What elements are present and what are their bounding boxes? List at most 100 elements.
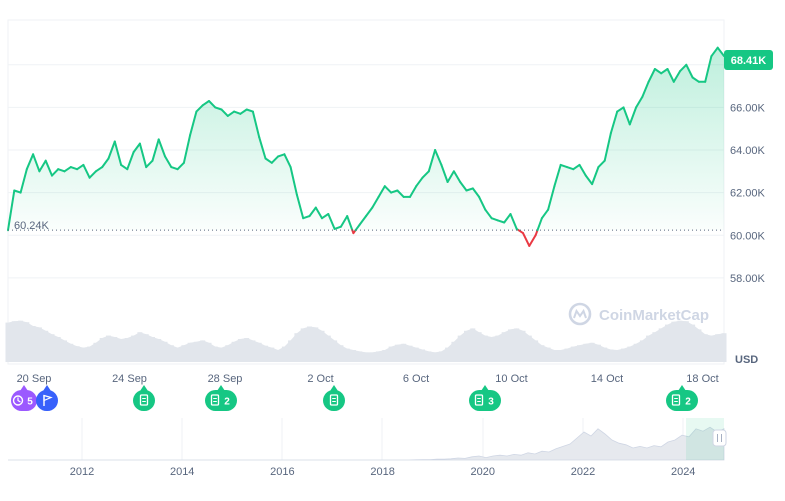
price-line-segment — [522, 232, 531, 247]
flag-icon — [43, 394, 53, 406]
volume-bar — [420, 349, 425, 362]
event-pill[interactable] — [133, 390, 155, 411]
price-line-segment — [572, 163, 581, 171]
volume-bar — [24, 322, 30, 362]
volume-bar — [319, 330, 325, 362]
price-line-segment — [13, 189, 22, 194]
price-line-segment — [666, 68, 675, 83]
event-pill[interactable] — [36, 390, 58, 411]
event-marker-blue[interactable] — [36, 385, 58, 411]
price-line-segment — [679, 63, 688, 73]
volume-bar — [570, 346, 576, 362]
event-marker-green[interactable]: 2 — [205, 385, 237, 411]
volume-bar — [112, 337, 118, 362]
coinmarketcap-logo-icon — [568, 302, 592, 326]
volume-bar — [237, 339, 243, 362]
x-axis: 20 Sep 24 Sep 28 Sep 2 Oct 6 Oct 10 Oct 14 Oct… — [17, 373, 719, 385]
price-line-segment — [283, 153, 292, 169]
price-line-segment — [465, 187, 474, 192]
navigator-year-labels: 2012 2014 2016 2018 2020 2022 2024 — [70, 466, 696, 478]
price-line-segment — [145, 159, 154, 169]
price-line-segment — [264, 157, 273, 164]
price-line-segment — [195, 104, 204, 113]
event-pill[interactable] — [323, 390, 345, 411]
navigator-handle-box[interactable] — [712, 429, 727, 447]
volume-bar — [564, 348, 570, 362]
volume-area — [8, 320, 724, 362]
price-line-segment — [88, 170, 97, 179]
price-line-segment — [509, 213, 518, 230]
event-marker-purple[interactable]: 5 — [11, 385, 37, 411]
volume-bar — [457, 335, 463, 362]
price-line-segment — [289, 166, 298, 196]
event-pill[interactable] — [11, 390, 37, 411]
volume-bar — [118, 339, 124, 362]
price-line-segment — [295, 193, 305, 220]
price-line-segment — [277, 153, 286, 158]
price-line-segment — [302, 215, 311, 220]
document-icon — [139, 394, 149, 406]
price-line-segment — [270, 155, 280, 164]
volume-bar — [577, 345, 582, 362]
clock-icon — [12, 395, 24, 406]
price-line-segment — [138, 142, 148, 169]
price-line-segment — [120, 163, 129, 171]
x-tick-label: 18 Oct — [686, 373, 718, 385]
price-line-segment — [226, 110, 236, 117]
event-pill[interactable] — [666, 390, 698, 411]
navigator-year-label: 2024 — [671, 466, 695, 478]
volume-bar — [464, 330, 469, 362]
price-line-segment — [383, 185, 393, 194]
volume-bar — [344, 348, 350, 362]
price-line-segment — [471, 187, 481, 198]
price-line-segment — [597, 159, 606, 169]
event-pill[interactable] — [205, 390, 237, 411]
document-icon — [329, 394, 339, 406]
y-tick-label: 62.00K — [730, 188, 766, 200]
x-tick-label: 2 Oct — [307, 373, 333, 385]
volume-bar — [281, 346, 287, 362]
volume-bar — [294, 333, 300, 362]
price-line-segment — [76, 163, 85, 171]
volume-bar — [193, 341, 199, 362]
price-line-segment — [559, 163, 568, 169]
x-tick-label: 20 Sep — [17, 373, 52, 385]
event-pointer — [217, 385, 225, 391]
x-tick-label: 24 Sep — [112, 373, 147, 385]
navigator-handle[interactable] — [712, 429, 727, 447]
event-marker-green[interactable] — [133, 385, 155, 411]
event-count: 2 — [224, 397, 230, 408]
price-line-segment — [459, 181, 468, 192]
price-line-segment — [653, 68, 663, 75]
y-tick-label: 66.00K — [730, 102, 766, 114]
volume-bar — [175, 347, 181, 362]
event-pill[interactable] — [469, 390, 501, 411]
volume-bar — [633, 343, 639, 362]
event-count: 2 — [685, 397, 691, 408]
volume-bar — [382, 350, 388, 362]
price-line-segment — [7, 189, 16, 232]
volume-bar — [539, 345, 545, 362]
event-marker-green[interactable] — [323, 385, 345, 411]
document-icon — [210, 394, 220, 406]
reference-price-label: 60.24K — [14, 220, 50, 232]
price-line-segment — [553, 163, 562, 188]
volume-bars — [5, 320, 727, 362]
event-marker-green[interactable]: 3 — [469, 385, 501, 411]
navigator-year-label: 2016 — [270, 466, 294, 478]
volume-bar — [721, 333, 727, 362]
volume-bar — [43, 330, 49, 362]
volume-bar — [300, 328, 306, 362]
price-line-segment — [528, 234, 537, 247]
volume-bar — [614, 350, 620, 362]
price-line-segment — [113, 140, 123, 166]
range-navigator[interactable]: 2012 2014 2016 2018 2020 2022 2024 — [8, 418, 727, 478]
price-line-segment — [258, 136, 267, 160]
event-marker-green[interactable]: 2 — [666, 385, 698, 411]
volume-bar — [602, 347, 608, 362]
volume-bar — [608, 349, 614, 362]
price-line-segment — [616, 106, 625, 113]
event-pointer — [43, 385, 51, 391]
event-pointer — [481, 385, 489, 391]
